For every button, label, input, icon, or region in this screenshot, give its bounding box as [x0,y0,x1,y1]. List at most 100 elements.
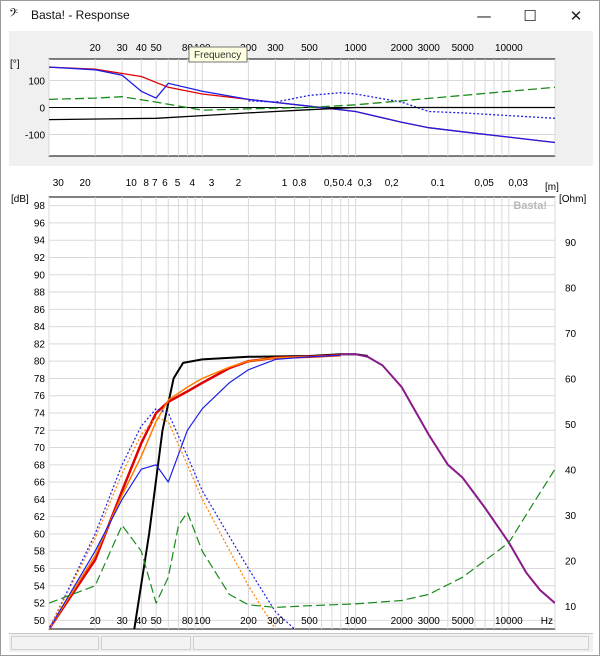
spl-y-tick-label: 88 [34,288,46,299]
spl-series-blue-line [49,354,341,629]
phase-x-tick-label: 1000 [344,43,367,54]
spl-y-tick-label: 80 [34,357,46,368]
spl-top-tick-label: 0,5 [324,178,338,189]
spl-y2-tick-label: 50 [565,420,577,431]
phase-y-tick-label: -100 [25,130,45,141]
spl-x-tick-label: 200 [240,616,257,627]
spl-series-green-long-line [49,468,555,608]
phase-x-tick-label: 50 [151,43,163,54]
spl-top-tick-label: 0.8 [292,178,306,189]
spl-top-tick-label: 8 [143,178,149,189]
phase-series-blue-line [248,92,555,119]
phase-series-green-line [49,86,555,111]
phase-x-tick-label: 10000 [495,43,523,54]
spl-y-tick-label: 64 [34,495,46,506]
spl-y-tick-label: 62 [34,512,46,523]
phase-x-tick-label: 2000 [391,43,414,54]
spl-y2-tick-label: 30 [565,511,577,522]
spl-top-tick-label: 0.1 [431,178,445,189]
spl-y-tick-label: 98 [34,201,46,212]
spl-y-tick-label: 58 [34,547,46,558]
spl-x-tick-label: 10000 [495,616,523,627]
spl-x-tick-label: 5000 [452,616,475,627]
phase-x-tick-label: 3000 [418,43,441,54]
spl-x-tick-label: 300 [267,616,284,627]
spl-x-tick-label: 2000 [391,616,414,627]
spl-x-tick-label: 1000 [344,616,367,627]
spl-x-tick-label: 100 [194,616,211,627]
spl-y-tick-label: 96 [34,218,46,229]
spl-top-tick-label: 0,3 [358,178,372,189]
spl-y2-tick-label: 60 [565,374,577,385]
phase-x-tick-label: 40 [136,43,148,54]
spl-x-tick-label: 30 [117,616,129,627]
basta-logo-icon: 𝄢 [9,7,19,23]
chart-area: 2030405080100200300500100020003000500010… [9,31,593,633]
spl-top-tick-label: 0,2 [385,178,399,189]
pane-splitter[interactable] [9,158,593,166]
spl-y-tick-label: 86 [34,305,46,316]
spl-y2-tick-label: 20 [565,556,577,567]
phase-series-black-line [49,106,555,121]
spl-y2-axis-label: [Ohm] [559,194,586,205]
spl-y2-tick-label: 40 [565,465,577,476]
minimize-button[interactable]: — [476,7,492,25]
spl-top-tick-label: 0,03 [508,178,528,189]
spl-y2-tick-label: 70 [565,329,577,340]
title-bar[interactable]: 𝄢 Basta! - Response — ☐ ✕ [1,1,599,31]
spl-top-axis-label: [m] [545,182,559,193]
phase-x-tick-label: 30 [117,43,129,54]
spl-y-tick-label: 74 [34,409,46,420]
spl-chart[interactable]: 9896949290888684828078767472706866646260… [9,166,593,633]
spl-y-tick-label: 56 [34,564,46,575]
spl-y-tick-label: 94 [34,236,46,247]
spl-y-tick-label: 90 [34,270,46,281]
spl-top-tick-label: 0.4 [339,178,353,189]
status-bar [9,633,593,652]
spl-top-tick-label: 7 [152,178,158,189]
close-button[interactable]: ✕ [569,7,583,25]
spl-x-tick-label: 20 [90,616,102,627]
window-title: Basta! - Response [31,8,130,22]
spl-top-tick-label: 20 [80,178,92,189]
phase-x-tick-label: 20 [90,43,102,54]
spl-top-tick-label: 5 [175,178,181,189]
maximize-button[interactable]: ☐ [523,7,537,25]
spl-top-tick-label: 6 [162,178,168,189]
phase-y-tick-label: 100 [28,77,45,88]
status-cell-3 [193,636,589,650]
spl-top-tick-label: 30 [53,178,65,189]
spl-y-tick-label: 78 [34,374,46,385]
status-cell-2 [101,636,191,650]
spl-y2-tick-label: 90 [565,238,577,249]
spl-top-tick-label: 4 [189,178,195,189]
spl-y-tick-label: 82 [34,339,46,350]
phase-x-tick-label: 500 [301,43,318,54]
spl-y-tick-label: 92 [34,253,46,264]
spl-series-purple-line [340,353,555,604]
spl-y-tick-label: 50 [34,616,46,627]
spl-y-tick-label: 72 [34,426,46,437]
phase-x-tick-label: 200 [240,43,257,54]
spl-series-orange-dot-line [49,416,276,629]
phase-y-tick-label: 0 [39,104,45,115]
spl-y-tick-label: 60 [34,529,46,540]
spl-y2-tick-label: 10 [565,602,577,613]
spl-y-tick-label: 68 [34,460,46,471]
spl-x-tick-label: 3000 [418,616,441,627]
basta-watermark: Basta! [513,200,547,212]
spl-y2-tick-label: 80 [565,283,577,294]
spl-top-tick-label: 0,05 [474,178,494,189]
spl-top-tick-label: 1 [282,178,288,189]
spl-top-tick-label: 2 [236,178,242,189]
spl-y-tick-label: 76 [34,391,46,402]
phase-x-tick-label: 80 [182,43,194,54]
spl-x-tick-label: 40 [136,616,148,627]
spl-y-tick-label: 70 [34,443,46,454]
frequency-tooltip: Frequency [188,46,248,63]
phase-y-axis-label: [°] [10,59,20,70]
spl-y-tick-label: 84 [34,322,46,333]
spl-top-tick-label: 3 [209,178,215,189]
